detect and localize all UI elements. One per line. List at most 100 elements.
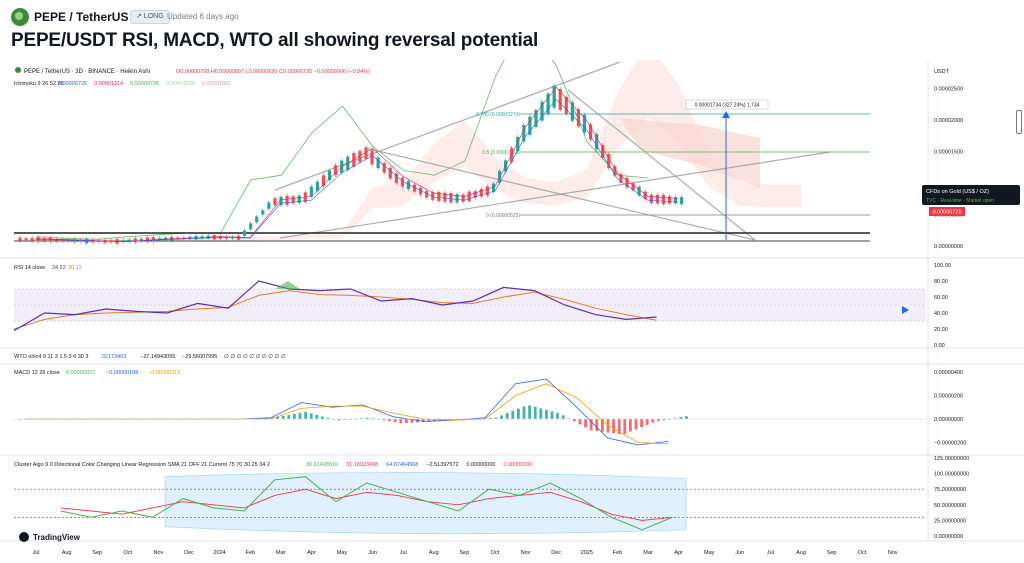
macd-histogram-bar <box>578 419 582 425</box>
lower-trendline <box>279 151 831 239</box>
x-axis-label: 2025 <box>581 550 593 556</box>
legend-ichimoku-value: 0.00000735 <box>130 81 159 87</box>
candle-body <box>242 230 247 236</box>
x-axis-label: Oct <box>124 550 133 556</box>
candle-body <box>79 240 83 242</box>
candle-body <box>400 177 405 187</box>
side-handle[interactable] <box>1016 110 1022 134</box>
cluster-channel <box>164 472 687 535</box>
candle-body <box>24 238 28 241</box>
tooltip-box <box>922 185 1020 205</box>
candle-body <box>576 109 581 127</box>
candle-body <box>406 181 411 190</box>
macd-histogram-bar <box>662 419 666 421</box>
candle-body <box>151 237 156 242</box>
macd-histogram-bar <box>377 419 380 420</box>
x-axis-label: Sep <box>92 550 102 556</box>
macd-histogram-bar <box>287 414 291 420</box>
legend-ichimoku-value: 0.00001020 <box>166 81 195 87</box>
candle-body <box>212 235 216 240</box>
candle-body <box>412 184 417 192</box>
candle-body <box>680 197 684 205</box>
wedge-line <box>364 147 756 241</box>
macd-histogram-bar <box>494 417 498 420</box>
candle-body <box>528 116 532 135</box>
candle-body <box>479 188 483 197</box>
measure-label: 0.00001734 (327.24%) 1,734 <box>695 103 760 109</box>
legend-ichimoku-value: 0.00001314 <box>94 81 123 87</box>
candle-body <box>370 150 374 165</box>
macd-histogram-bar <box>360 418 363 420</box>
macd-histogram-bar <box>673 418 677 420</box>
x-axis-label: Dec <box>184 550 194 556</box>
x-axis-label: Sep <box>460 550 470 556</box>
candle-body <box>582 114 587 133</box>
macd-histogram-bar <box>433 419 436 422</box>
legend-rsi-ma-value: 30.12 <box>68 265 82 271</box>
candle-body <box>601 144 605 158</box>
candle-body <box>534 109 538 127</box>
candle-body <box>461 194 465 202</box>
legend-ichimoku-value: 0.00000725 <box>58 81 87 87</box>
macd-histogram-bar <box>382 419 386 421</box>
candle-body <box>394 173 398 184</box>
x-axis-label: Feb <box>613 550 622 556</box>
macd-tick-label: 0.00000000 <box>934 417 963 423</box>
macd-histogram-bar <box>410 419 414 423</box>
macd-histogram-bar <box>321 416 324 420</box>
macd-tick-label: −0.00000200 <box>934 441 966 447</box>
legend-rsi: RSI 14 close <box>14 265 45 271</box>
cluster-tick-label: 50.00000000 <box>934 503 966 509</box>
price-tick-label: 0.00002000 <box>934 118 963 124</box>
play-icon <box>902 306 909 314</box>
candle-body <box>570 102 574 121</box>
rsi-tick-label: 40.00 <box>934 311 948 317</box>
candle-body <box>473 191 477 198</box>
candle-body <box>522 125 526 142</box>
candle-body <box>637 186 641 196</box>
symbol-name[interactable]: PEPE / TetherUS <box>34 10 129 24</box>
cluster-tick-label: 125.00000000 <box>934 456 969 462</box>
candle-body <box>497 170 502 183</box>
macd-histogram-bar <box>371 418 375 420</box>
macd-histogram-bar <box>343 419 347 420</box>
candle-body <box>364 147 368 159</box>
candle-body <box>30 237 34 241</box>
fib-level-label: 0.5 (0.00001611) <box>482 150 520 156</box>
trading-chart[interactable]: PEPE / TetherUS · 3D · BINANCE · Heikin … <box>0 60 1024 563</box>
candle-body <box>467 191 471 202</box>
candle-body <box>127 239 131 242</box>
macd-signal-line <box>26 383 669 445</box>
rsi-ma-line <box>13 290 657 330</box>
candle-body <box>485 186 489 196</box>
macd-histogram-bar <box>293 413 296 420</box>
macd-histogram-bar <box>505 413 509 420</box>
candle-body <box>133 238 137 243</box>
cluster-tick-label: 100.00000000 <box>934 472 969 478</box>
macd-histogram-bar <box>309 413 313 420</box>
macd-histogram-bar <box>550 411 554 420</box>
legend-macd-value: −0.00000188 <box>106 370 138 376</box>
macd-histogram-bar <box>522 406 526 420</box>
candle-body <box>419 187 423 195</box>
legend-macd-value: −0.00000215 <box>148 370 180 376</box>
legend-rsi-value: 34.53 <box>52 265 66 271</box>
candle-body <box>327 170 332 181</box>
macd-histogram-bar <box>489 417 492 420</box>
pepe-logo-icon <box>11 8 29 26</box>
x-axis-label: May <box>704 550 715 556</box>
candle-body <box>261 210 265 215</box>
candle-body <box>564 96 568 115</box>
candle-body <box>382 163 386 173</box>
macd-histogram-bar <box>533 406 537 420</box>
x-axis-label: Apr <box>674 550 683 556</box>
ichimoku-lagging-span <box>36 60 649 240</box>
candle-body <box>60 239 65 241</box>
legend-cluster-value: 30.61428516 <box>306 462 338 468</box>
macd-histogram-bar <box>388 419 391 422</box>
fib-level-label: 0 (0.00000525) <box>486 213 520 219</box>
macd-histogram-bar <box>561 415 565 420</box>
tradingview-watermark: TradingView <box>33 533 81 542</box>
candle-body <box>297 195 301 203</box>
candle-body <box>546 93 550 115</box>
